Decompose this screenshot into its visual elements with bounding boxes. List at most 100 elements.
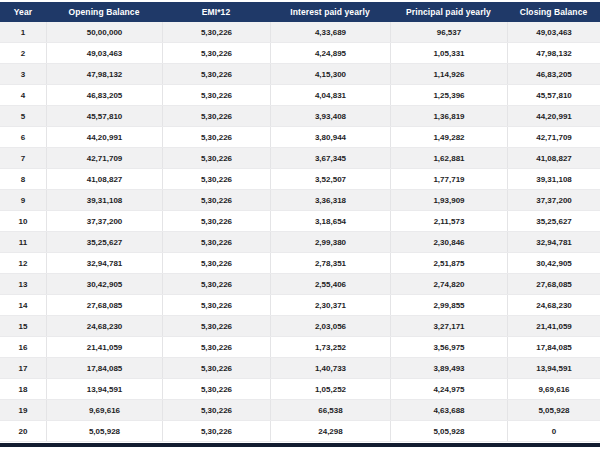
- cell-principal-paid-yearly: 96,537: [390, 22, 507, 42]
- cell-year: 20: [0, 421, 46, 441]
- cell-emi-12: 5,30,226: [162, 379, 270, 399]
- cell-emi-12: 5,30,226: [162, 106, 270, 126]
- cell-opening-balance: 45,57,810: [46, 106, 162, 126]
- cell-opening-balance: 30,42,905: [46, 274, 162, 294]
- cell-opening-balance: 21,41,059: [46, 337, 162, 357]
- cell-closing-balance: 30,42,905: [507, 253, 600, 273]
- cell-closing-balance: 49,03,463: [507, 22, 600, 42]
- table-row: 742,71,7095,30,2263,67,3451,62,88141,08,…: [0, 148, 600, 169]
- cell-closing-balance: 13,94,591: [507, 358, 600, 378]
- cell-closing-balance: 47,98,132: [507, 43, 600, 63]
- cell-principal-paid-yearly: 4,24,975: [390, 379, 507, 399]
- cell-emi-12: 5,30,226: [162, 253, 270, 273]
- cell-principal-paid-yearly: 1,14,926: [390, 64, 507, 84]
- cell-year: 15: [0, 316, 46, 336]
- cell-year: 6: [0, 127, 46, 147]
- cell-opening-balance: 50,00,000: [46, 22, 162, 42]
- cell-year: 10: [0, 211, 46, 231]
- cell-interest-paid-yearly: 3,36,318: [270, 190, 390, 210]
- cell-principal-paid-yearly: 1,49,282: [390, 127, 507, 147]
- column-header-opening-balance: Opening Balance: [46, 2, 162, 22]
- cell-year: 18: [0, 379, 46, 399]
- cell-opening-balance: 9,69,616: [46, 400, 162, 420]
- cell-closing-balance: 44,20,991: [507, 106, 600, 126]
- cell-emi-12: 5,30,226: [162, 211, 270, 231]
- cell-opening-balance: 46,83,205: [46, 85, 162, 105]
- cell-closing-balance: 17,84,085: [507, 337, 600, 357]
- cell-opening-balance: 42,71,709: [46, 148, 162, 168]
- cell-principal-paid-yearly: 2,51,875: [390, 253, 507, 273]
- column-header-closing-balance: Closing Balance: [507, 2, 600, 22]
- cell-emi-12: 5,30,226: [162, 127, 270, 147]
- cell-interest-paid-yearly: 4,24,895: [270, 43, 390, 63]
- cell-emi-12: 5,30,226: [162, 274, 270, 294]
- cell-closing-balance: 39,31,108: [507, 169, 600, 189]
- cell-opening-balance: 5,05,928: [46, 421, 162, 441]
- cell-year: 5: [0, 106, 46, 126]
- cell-year: 17: [0, 358, 46, 378]
- table-row: 1232,94,7815,30,2262,78,3512,51,87530,42…: [0, 253, 600, 274]
- cell-year: 19: [0, 400, 46, 420]
- table-row: 150,00,0005,30,2264,33,68996,53749,03,46…: [0, 22, 600, 43]
- table-header-row: YearOpening BalanceEMI*12Interest paid y…: [0, 2, 600, 22]
- cell-opening-balance: 17,84,085: [46, 358, 162, 378]
- table-row: 1717,84,0855,30,2261,40,7333,89,49313,94…: [0, 358, 600, 379]
- cell-interest-paid-yearly: 4,33,689: [270, 22, 390, 42]
- table-row: 199,69,6165,30,22666,5384,63,6885,05,928: [0, 400, 600, 421]
- cell-principal-paid-yearly: 1,93,909: [390, 190, 507, 210]
- table-bottom-border: [0, 443, 600, 447]
- cell-principal-paid-yearly: 5,05,928: [390, 421, 507, 441]
- cell-interest-paid-yearly: 2,99,380: [270, 232, 390, 252]
- cell-closing-balance: 0: [507, 421, 600, 441]
- cell-closing-balance: 45,57,810: [507, 85, 600, 105]
- cell-opening-balance: 35,25,627: [46, 232, 162, 252]
- table-row: 249,03,4635,30,2264,24,8951,05,33147,98,…: [0, 43, 600, 64]
- cell-opening-balance: 39,31,108: [46, 190, 162, 210]
- cell-interest-paid-yearly: 3,93,408: [270, 106, 390, 126]
- table-body: 150,00,0005,30,2264,33,68996,53749,03,46…: [0, 22, 600, 442]
- cell-closing-balance: 9,69,616: [507, 379, 600, 399]
- cell-interest-paid-yearly: 1,40,733: [270, 358, 390, 378]
- cell-closing-balance: 37,37,200: [507, 190, 600, 210]
- table-row: 841,08,8275,30,2263,52,5071,77,71939,31,…: [0, 169, 600, 190]
- cell-year: 3: [0, 64, 46, 84]
- table-row: 1330,42,9055,30,2262,55,4062,74,82027,68…: [0, 274, 600, 295]
- column-header-interest-paid-yearly: Interest paid yearly: [270, 2, 390, 22]
- cell-interest-paid-yearly: 3,67,345: [270, 148, 390, 168]
- cell-emi-12: 5,30,226: [162, 358, 270, 378]
- amortization-table: YearOpening BalanceEMI*12Interest paid y…: [0, 2, 600, 442]
- loan-amortization-page: YearOpening BalanceEMI*12Interest paid y…: [0, 0, 600, 450]
- cell-principal-paid-yearly: 1,05,331: [390, 43, 507, 63]
- cell-principal-paid-yearly: 2,11,573: [390, 211, 507, 231]
- cell-interest-paid-yearly: 3,18,654: [270, 211, 390, 231]
- column-header-principal-paid-yearly: Principal paid yearly: [390, 2, 507, 22]
- table-row: 939,31,1085,30,2263,36,3181,93,90937,37,…: [0, 190, 600, 211]
- cell-emi-12: 5,30,226: [162, 22, 270, 42]
- cell-closing-balance: 46,83,205: [507, 64, 600, 84]
- cell-interest-paid-yearly: 3,80,944: [270, 127, 390, 147]
- cell-interest-paid-yearly: 66,538: [270, 400, 390, 420]
- cell-year: 4: [0, 85, 46, 105]
- cell-year: 12: [0, 253, 46, 273]
- table-row: 1427,68,0855,30,2262,30,3712,99,85524,68…: [0, 295, 600, 316]
- cell-principal-paid-yearly: 3,56,975: [390, 337, 507, 357]
- cell-interest-paid-yearly: 2,55,406: [270, 274, 390, 294]
- cell-principal-paid-yearly: 1,25,396: [390, 85, 507, 105]
- cell-closing-balance: 42,71,709: [507, 127, 600, 147]
- cell-emi-12: 5,30,226: [162, 148, 270, 168]
- column-header-emi-12: EMI*12: [162, 2, 270, 22]
- table-row: 1813,94,5915,30,2261,05,2524,24,9759,69,…: [0, 379, 600, 400]
- cell-opening-balance: 41,08,827: [46, 169, 162, 189]
- column-header-year: Year: [0, 2, 46, 22]
- cell-interest-paid-yearly: 2,78,351: [270, 253, 390, 273]
- cell-year: 13: [0, 274, 46, 294]
- table-row: 1135,25,6275,30,2262,99,3802,30,84632,94…: [0, 232, 600, 253]
- cell-year: 14: [0, 295, 46, 315]
- table-row: 1037,37,2005,30,2263,18,6542,11,57335,25…: [0, 211, 600, 232]
- cell-opening-balance: 27,68,085: [46, 295, 162, 315]
- table-row: 1524,68,2305,30,2262,03,0563,27,17121,41…: [0, 316, 600, 337]
- cell-closing-balance: 41,08,827: [507, 148, 600, 168]
- cell-year: 8: [0, 169, 46, 189]
- cell-closing-balance: 5,05,928: [507, 400, 600, 420]
- cell-closing-balance: 27,68,085: [507, 274, 600, 294]
